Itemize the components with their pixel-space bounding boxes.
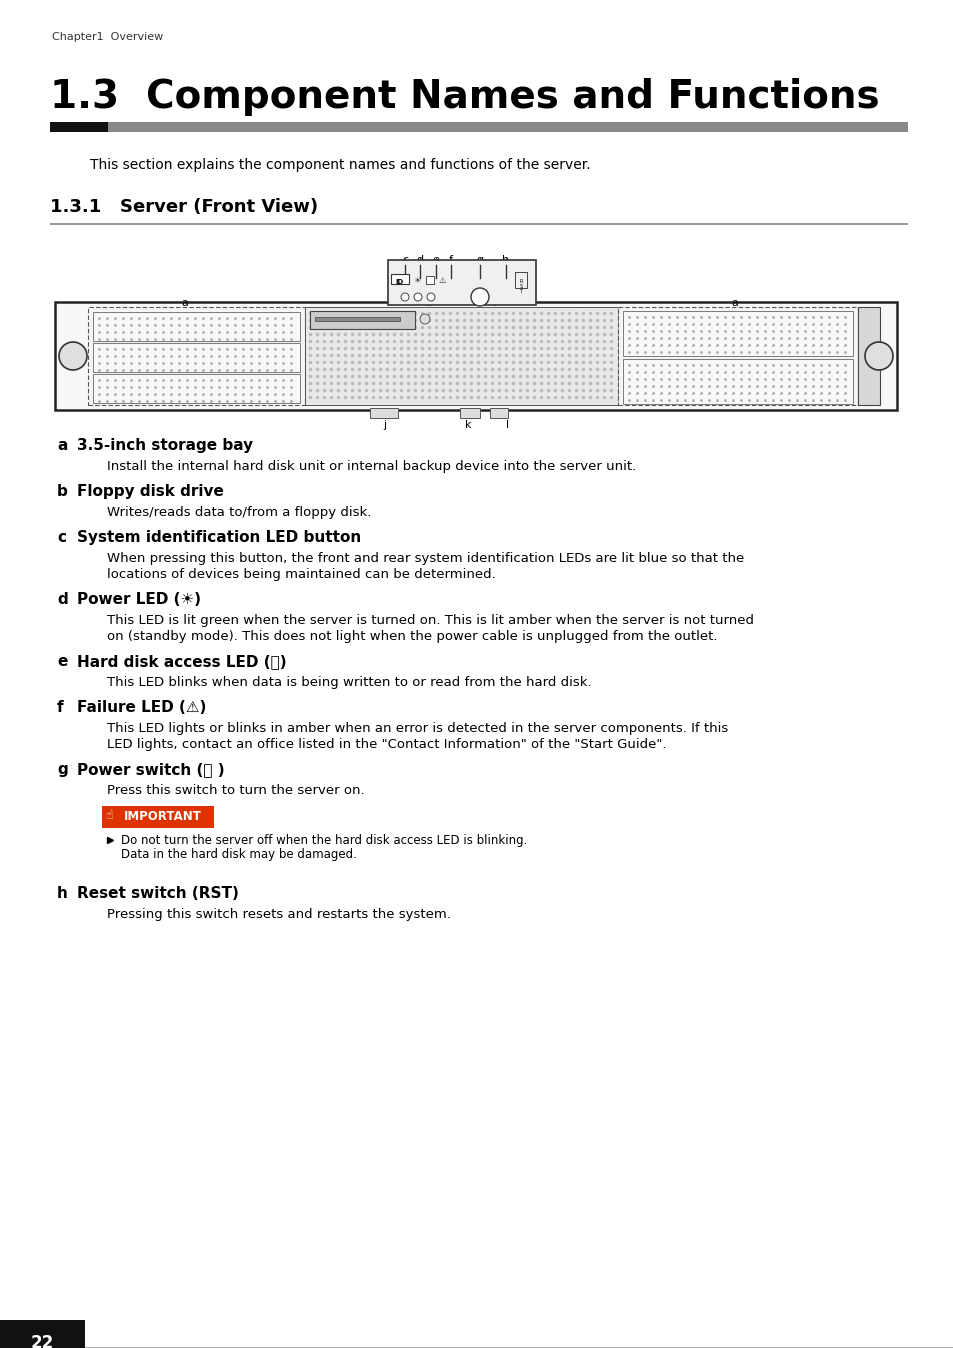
Bar xyxy=(618,307,857,404)
Text: Failure LED (⚠): Failure LED (⚠) xyxy=(77,700,206,714)
Bar xyxy=(490,408,507,418)
Bar xyxy=(50,123,108,132)
Text: f: f xyxy=(449,255,453,266)
Bar xyxy=(622,311,852,356)
Text: Power switch (⏽ ): Power switch (⏽ ) xyxy=(77,762,224,776)
Bar xyxy=(459,408,479,418)
Circle shape xyxy=(400,293,409,301)
Text: ☝: ☝ xyxy=(105,809,112,822)
Bar xyxy=(388,260,536,305)
Text: 22: 22 xyxy=(30,1335,53,1348)
Text: 1.3.1   Server (Front View): 1.3.1 Server (Front View) xyxy=(50,198,317,216)
Text: LED lights, contact an office listed in the "Contact Information" of the "Start : LED lights, contact an office listed in … xyxy=(107,737,666,751)
Text: a: a xyxy=(57,438,68,453)
Bar xyxy=(515,272,526,288)
Bar xyxy=(102,806,213,828)
Text: This section explains the component names and functions of the server.: This section explains the component name… xyxy=(90,158,590,173)
Bar xyxy=(310,311,415,329)
Text: System identification LED button: System identification LED button xyxy=(77,530,361,545)
Bar xyxy=(88,307,305,404)
Bar xyxy=(50,222,907,225)
Circle shape xyxy=(414,293,421,301)
Bar xyxy=(55,302,896,410)
Bar xyxy=(92,373,299,403)
Circle shape xyxy=(864,342,892,369)
Bar xyxy=(857,307,879,404)
Text: k: k xyxy=(464,421,471,430)
Text: locations of devices being maintained can be determined.: locations of devices being maintained ca… xyxy=(107,568,496,581)
Bar xyxy=(305,307,618,404)
Text: Chapter1  Overview: Chapter1 Overview xyxy=(52,32,163,42)
Text: 3.5-inch storage bay: 3.5-inch storage bay xyxy=(77,438,253,453)
Text: 1.3  Component Names and Functions: 1.3 Component Names and Functions xyxy=(50,78,879,116)
Text: f: f xyxy=(57,700,64,714)
Text: This LED is lit green when the server is turned on. This is lit amber when the s: This LED is lit green when the server is… xyxy=(107,613,753,627)
Bar xyxy=(0,1320,85,1348)
Text: Floppy disk drive: Floppy disk drive xyxy=(77,484,224,499)
Bar xyxy=(92,311,299,341)
Bar xyxy=(391,274,409,284)
Text: c: c xyxy=(401,255,408,266)
Text: h: h xyxy=(502,255,509,266)
Text: This LED lights or blinks in amber when an error is detected in the server compo: This LED lights or blinks in amber when … xyxy=(107,723,727,735)
Bar xyxy=(85,1347,953,1348)
Text: a: a xyxy=(731,298,738,307)
Text: b: b xyxy=(57,484,68,499)
Text: ID: ID xyxy=(395,279,404,284)
Text: When pressing this button, the front and rear system identification LEDs are lit: When pressing this button, the front and… xyxy=(107,551,743,565)
Circle shape xyxy=(427,293,435,301)
Text: c: c xyxy=(57,530,66,545)
Text: d: d xyxy=(416,255,423,266)
Text: on (standby mode). This does not light when the power cable is unplugged from th: on (standby mode). This does not light w… xyxy=(107,630,717,643)
Text: This LED blinks when data is being written to or read from the hard disk.: This LED blinks when data is being writt… xyxy=(107,675,591,689)
Text: ☀: ☀ xyxy=(413,276,420,284)
Text: b: b xyxy=(426,298,433,307)
Text: R
S
T: R S T xyxy=(518,279,522,294)
Text: Reset switch (RST): Reset switch (RST) xyxy=(77,886,238,900)
Text: Writes/reads data to/from a floppy disk.: Writes/reads data to/from a floppy disk. xyxy=(107,506,371,519)
Bar xyxy=(314,317,399,321)
Text: Data in the hard disk may be damaged.: Data in the hard disk may be damaged. xyxy=(121,848,356,861)
Text: i: i xyxy=(493,298,497,307)
Text: e: e xyxy=(57,654,68,669)
Text: h: h xyxy=(57,886,68,900)
Text: Pressing this switch resets and restarts the system.: Pressing this switch resets and restarts… xyxy=(107,909,451,921)
Text: a: a xyxy=(181,298,189,307)
Circle shape xyxy=(419,314,430,324)
Text: Power LED (☀): Power LED (☀) xyxy=(77,592,201,607)
Text: g: g xyxy=(57,762,68,776)
Text: d: d xyxy=(57,592,68,607)
Text: ⚠: ⚠ xyxy=(437,276,445,284)
Bar xyxy=(108,123,907,132)
Bar xyxy=(426,276,434,284)
Text: Hard disk access LED (⎕): Hard disk access LED (⎕) xyxy=(77,654,286,669)
Text: e: e xyxy=(432,255,439,266)
Circle shape xyxy=(59,342,87,369)
Bar xyxy=(370,408,397,418)
Text: g: g xyxy=(476,255,483,266)
Text: Do not turn the server off when the hard disk access LED is blinking.: Do not turn the server off when the hard… xyxy=(121,834,527,847)
Text: l: l xyxy=(506,421,509,430)
Text: Install the internal hard disk unit or internal backup device into the server un: Install the internal hard disk unit or i… xyxy=(107,460,636,473)
Circle shape xyxy=(471,288,489,306)
Bar xyxy=(622,359,852,404)
Text: j: j xyxy=(383,421,386,430)
Text: Press this switch to turn the server on.: Press this switch to turn the server on. xyxy=(107,785,364,797)
Text: IMPORTANT: IMPORTANT xyxy=(124,810,202,824)
Bar xyxy=(92,342,299,372)
